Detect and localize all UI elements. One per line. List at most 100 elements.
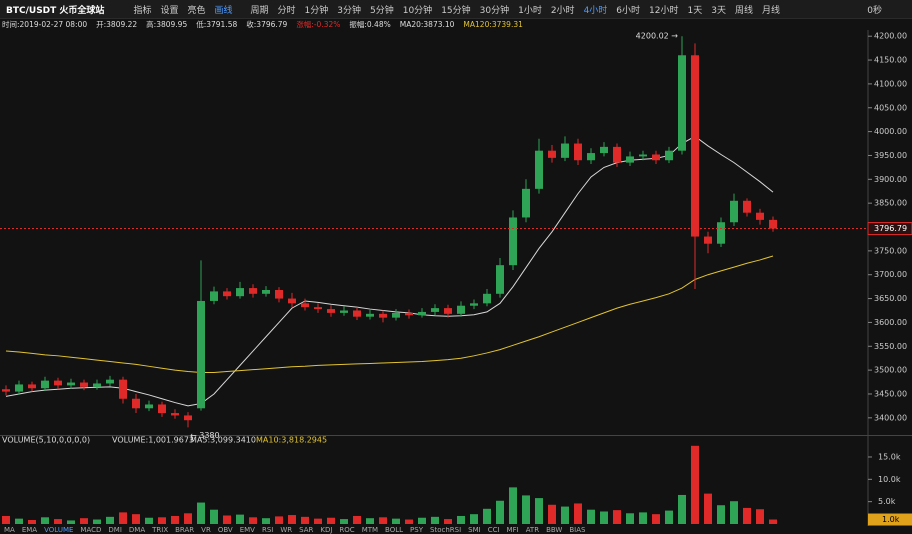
period-button[interactable]: 5分钟 bbox=[370, 5, 394, 16]
volume-bar bbox=[392, 518, 400, 524]
period-button[interactable]: 1天 bbox=[687, 5, 703, 16]
candle-body bbox=[223, 291, 231, 297]
indicator-tab[interactable]: DMI bbox=[108, 527, 122, 534]
info-item: 振幅:0.48% bbox=[349, 20, 391, 29]
period-button[interactable]: 1小时 bbox=[518, 5, 542, 16]
volume-bar bbox=[665, 510, 673, 524]
period-button[interactable]: 2小时 bbox=[550, 5, 575, 16]
period-button[interactable]: 周线 bbox=[734, 5, 753, 16]
indicator-tab[interactable]: BIAS bbox=[569, 527, 586, 534]
candle-body bbox=[15, 384, 23, 392]
toolbar: BTC/USDT 火币全球站 指标 设置 亮色 画线 周期 分时 1分钟 3分钟 5分钟 10… bbox=[0, 0, 912, 19]
y-tick-label: 4000.00 bbox=[874, 127, 907, 136]
volume-header: VOLUME:1,001.9673 bbox=[112, 436, 194, 445]
indicator-tab[interactable]: SAR bbox=[299, 527, 314, 534]
period-button[interactable]: 3分钟 bbox=[337, 5, 361, 16]
candle-body bbox=[301, 303, 309, 308]
indicator-tab[interactable]: TRIX bbox=[152, 527, 169, 534]
info-item: MA20:3873.10 bbox=[399, 20, 455, 29]
indicator-tab[interactable]: StochRSI bbox=[430, 527, 462, 534]
volume-bar bbox=[366, 518, 374, 524]
volume-bar bbox=[93, 519, 101, 524]
indicator-tab[interactable]: BOLL bbox=[385, 527, 404, 534]
candle-body bbox=[769, 219, 777, 229]
indicator-tab[interactable]: MA bbox=[4, 527, 15, 534]
tool-button[interactable]: 指标 bbox=[133, 5, 152, 16]
volume-bar bbox=[717, 505, 725, 524]
y-tick-label: 4050.00 bbox=[874, 103, 907, 112]
period-button[interactable]: 分时 bbox=[277, 5, 296, 16]
y-tick-label: 3550.00 bbox=[874, 342, 907, 351]
candle-body bbox=[392, 312, 400, 318]
last-volume-label: 1.0k bbox=[882, 515, 900, 524]
indicator-tab[interactable]: ATR bbox=[525, 527, 540, 534]
volume-bar bbox=[613, 510, 621, 524]
volume-bar bbox=[353, 515, 361, 524]
period-button[interactable]: 4小时 bbox=[583, 5, 608, 16]
tool-button[interactable]: 设置 bbox=[160, 5, 179, 16]
last-volume-box bbox=[868, 513, 912, 526]
indicator-tab[interactable]: CCI bbox=[487, 527, 500, 534]
candle-body bbox=[93, 383, 101, 387]
volume-bar bbox=[574, 503, 582, 524]
period-button[interactable]: 15分钟 bbox=[441, 5, 471, 16]
indicator-tab[interactable]: DMA bbox=[128, 527, 146, 534]
candle-body bbox=[548, 150, 556, 158]
volume-bar bbox=[106, 516, 114, 524]
candle-body bbox=[275, 289, 283, 299]
candle-body bbox=[2, 389, 10, 392]
candle-body bbox=[717, 222, 725, 244]
volume-bar bbox=[223, 515, 231, 524]
info-item: 收:3796.79 bbox=[246, 20, 288, 29]
candle-body bbox=[522, 188, 530, 218]
indicator-tab[interactable]: BBW bbox=[546, 527, 563, 534]
tool-button[interactable]: 亮色 bbox=[187, 5, 206, 16]
candle-body bbox=[613, 146, 621, 163]
candle-body bbox=[483, 293, 491, 304]
candle-body bbox=[639, 154, 647, 157]
period-button[interactable]: 10分钟 bbox=[402, 5, 433, 16]
indicator-tab[interactable]: EMV bbox=[239, 527, 255, 534]
indicator-tab[interactable]: BRAR bbox=[175, 527, 195, 534]
volume-header: MA10:3,818.2945 bbox=[256, 436, 327, 445]
volume-bar bbox=[2, 515, 10, 524]
candle-body bbox=[626, 156, 634, 163]
indicator-tab[interactable]: VR bbox=[201, 527, 211, 534]
indicator-tab[interactable]: ROC bbox=[339, 527, 355, 534]
indicator-tab[interactable]: KDJ bbox=[320, 527, 333, 534]
candle-body bbox=[652, 154, 660, 161]
indicator-tab[interactable]: MACD bbox=[80, 527, 102, 534]
indicator-tab[interactable]: WR bbox=[280, 527, 293, 534]
candle-body bbox=[41, 380, 49, 389]
indicator-tab[interactable]: MTM bbox=[361, 527, 379, 534]
period-button[interactable]: 6小时 bbox=[616, 5, 641, 16]
volume-bar bbox=[210, 509, 218, 524]
period-button[interactable]: 月线 bbox=[761, 5, 780, 16]
candle-body bbox=[756, 212, 764, 220]
candle-body bbox=[106, 379, 114, 384]
period-button[interactable]: 30分钟 bbox=[479, 5, 510, 16]
volume-bar bbox=[548, 504, 556, 524]
period-button[interactable]: 1分钟 bbox=[304, 5, 329, 16]
candle-body bbox=[327, 309, 335, 313]
period-button[interactable]: 12小时 bbox=[649, 5, 679, 16]
indicator-tab[interactable]: PSY bbox=[410, 527, 423, 534]
indicator-tab[interactable]: RSI bbox=[261, 527, 274, 534]
candle-body bbox=[704, 236, 712, 244]
period-button[interactable]: 3天 bbox=[711, 5, 726, 16]
indicator-tab[interactable]: VOLUME bbox=[44, 527, 74, 534]
indicator-tab[interactable]: SMI bbox=[468, 527, 481, 534]
volume-bar bbox=[197, 502, 205, 524]
indicator-tab[interactable]: EMA bbox=[21, 527, 38, 534]
candle-body bbox=[496, 265, 504, 294]
tool-button[interactable]: 画线 bbox=[214, 5, 233, 16]
indicator-tab[interactable]: OBV bbox=[217, 527, 233, 534]
candle-body bbox=[158, 404, 166, 414]
symbol[interactable]: BTC/USDT 火币全球站 bbox=[6, 5, 105, 16]
candle-body bbox=[28, 384, 36, 389]
volume-bar bbox=[340, 519, 348, 524]
volume-bar bbox=[236, 514, 244, 524]
indicator-tab[interactable]: MFI bbox=[506, 527, 519, 534]
volume-bar bbox=[15, 518, 23, 524]
